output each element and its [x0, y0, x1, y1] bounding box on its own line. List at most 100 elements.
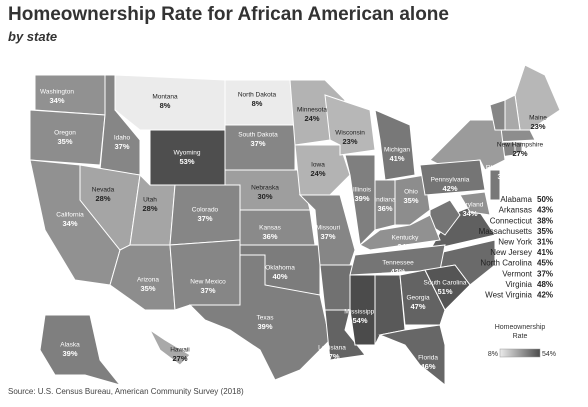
- state: [349, 274, 376, 346]
- state-name: Minnesota: [297, 107, 327, 114]
- state-value: 36%: [377, 204, 392, 213]
- state-value: 28%: [142, 204, 157, 213]
- state-name: Maine: [529, 115, 547, 122]
- state-name: Rhode Island: [486, 165, 525, 172]
- state-name: Wyoming: [173, 150, 200, 157]
- state: [399, 269, 446, 326]
- state-value: 39%: [354, 194, 369, 203]
- state-name: Wisconsin: [335, 130, 365, 137]
- state-name: Hawaii: [170, 347, 190, 354]
- list-name: Vermont: [502, 269, 533, 278]
- state-value: 8%: [252, 99, 263, 108]
- state-value: 47%: [324, 352, 339, 361]
- list-value: 48%: [537, 280, 553, 289]
- state: [148, 328, 191, 366]
- state: [294, 144, 351, 196]
- list-name: Connecticut: [490, 216, 533, 225]
- list-value: 41%: [537, 248, 553, 257]
- state-name: Kansas: [259, 225, 281, 232]
- state: [419, 159, 486, 196]
- state: [39, 314, 122, 386]
- state-name: Alaska: [60, 342, 80, 349]
- list-value: 31%: [537, 238, 553, 247]
- state-name: Iowa: [311, 162, 325, 169]
- state-value: 40%: [272, 272, 287, 281]
- subtitle: by state: [8, 29, 58, 44]
- list-value: 35%: [537, 227, 553, 236]
- state-name: Maryland: [457, 202, 484, 209]
- state-name: Georgia: [406, 295, 430, 302]
- state: [374, 109, 416, 181]
- state-name: Illinois: [353, 187, 372, 194]
- state-name: Florida: [418, 355, 438, 362]
- state-value: 42%: [442, 184, 457, 193]
- title: Homeownership Rate for African American …: [8, 4, 449, 25]
- state-name: Nebraska: [251, 185, 279, 192]
- state-value: 53%: [179, 157, 194, 166]
- state-value: 37%: [200, 286, 215, 295]
- state-value: 35%: [57, 137, 72, 146]
- state-value: 36%: [262, 232, 277, 241]
- legend-min: 8%: [488, 351, 498, 358]
- state-name: Colorado: [192, 207, 219, 214]
- legend-max: 54%: [542, 351, 556, 358]
- state-name: Missouri: [316, 225, 340, 232]
- state-value: 39%: [62, 349, 77, 358]
- state-value: 28%: [95, 194, 110, 203]
- state-name: Tennessee: [382, 260, 414, 267]
- state-value: 34%: [62, 219, 77, 228]
- list-name: New York: [498, 238, 533, 247]
- state-value: 35%: [403, 196, 418, 205]
- state-name: Oregon: [54, 130, 76, 137]
- state-value: 46%: [420, 362, 435, 371]
- list-name: Massachusetts: [479, 227, 532, 236]
- state-value: 41%: [389, 154, 404, 163]
- state: [424, 264, 471, 311]
- state-value: 27%: [172, 354, 187, 363]
- state-name: Kentucky: [392, 235, 419, 242]
- state: [298, 194, 356, 266]
- state-name: Arizona: [137, 277, 159, 284]
- state-name: Indiana: [374, 197, 396, 204]
- state-value: 37%: [250, 139, 265, 148]
- state-value: 51%: [437, 287, 452, 296]
- list-value: 50%: [537, 195, 553, 204]
- state-value: 30%: [257, 192, 272, 201]
- state-value: 37%: [320, 232, 335, 241]
- list-name: Alabama: [500, 195, 532, 204]
- state-value: 39%: [257, 322, 272, 331]
- state-value: 24%: [304, 114, 319, 123]
- state-value: 42%: [390, 267, 405, 276]
- state: [359, 214, 441, 251]
- state-value: 23%: [530, 122, 545, 131]
- state-value: 35%: [140, 284, 155, 293]
- list-value: 38%: [537, 216, 553, 225]
- state: [344, 154, 376, 247]
- state-name: Oklahoma: [265, 265, 295, 272]
- state-name: Michigan: [384, 147, 410, 154]
- state-name: Montana: [152, 94, 178, 101]
- state: [324, 94, 376, 156]
- state-name: Washington: [40, 89, 74, 96]
- state-value: 37%: [197, 214, 212, 223]
- state-name: Mississippi: [344, 309, 375, 316]
- state-name: Texas: [257, 315, 275, 322]
- legend-bar: [499, 348, 541, 358]
- state-name: Utah: [143, 197, 157, 204]
- state-name: Pennsylvania: [431, 177, 470, 184]
- state-name: Louisiana: [318, 345, 346, 352]
- source: Source: U.S. Census Bureau, American Com…: [8, 387, 244, 396]
- list-name: New Jersey: [490, 248, 532, 257]
- state-name: Nevada: [92, 187, 115, 194]
- list-name: North Carolina: [480, 259, 532, 268]
- state-value: 54%: [352, 316, 367, 325]
- state: [169, 239, 241, 311]
- state-value: 8%: [160, 101, 171, 110]
- state-name: Ohio: [404, 189, 418, 196]
- state: [378, 324, 446, 387]
- legend-title: Homeownership Rate: [494, 324, 546, 340]
- state-value: 34%: [462, 209, 477, 218]
- state-value: 35%: [497, 172, 512, 181]
